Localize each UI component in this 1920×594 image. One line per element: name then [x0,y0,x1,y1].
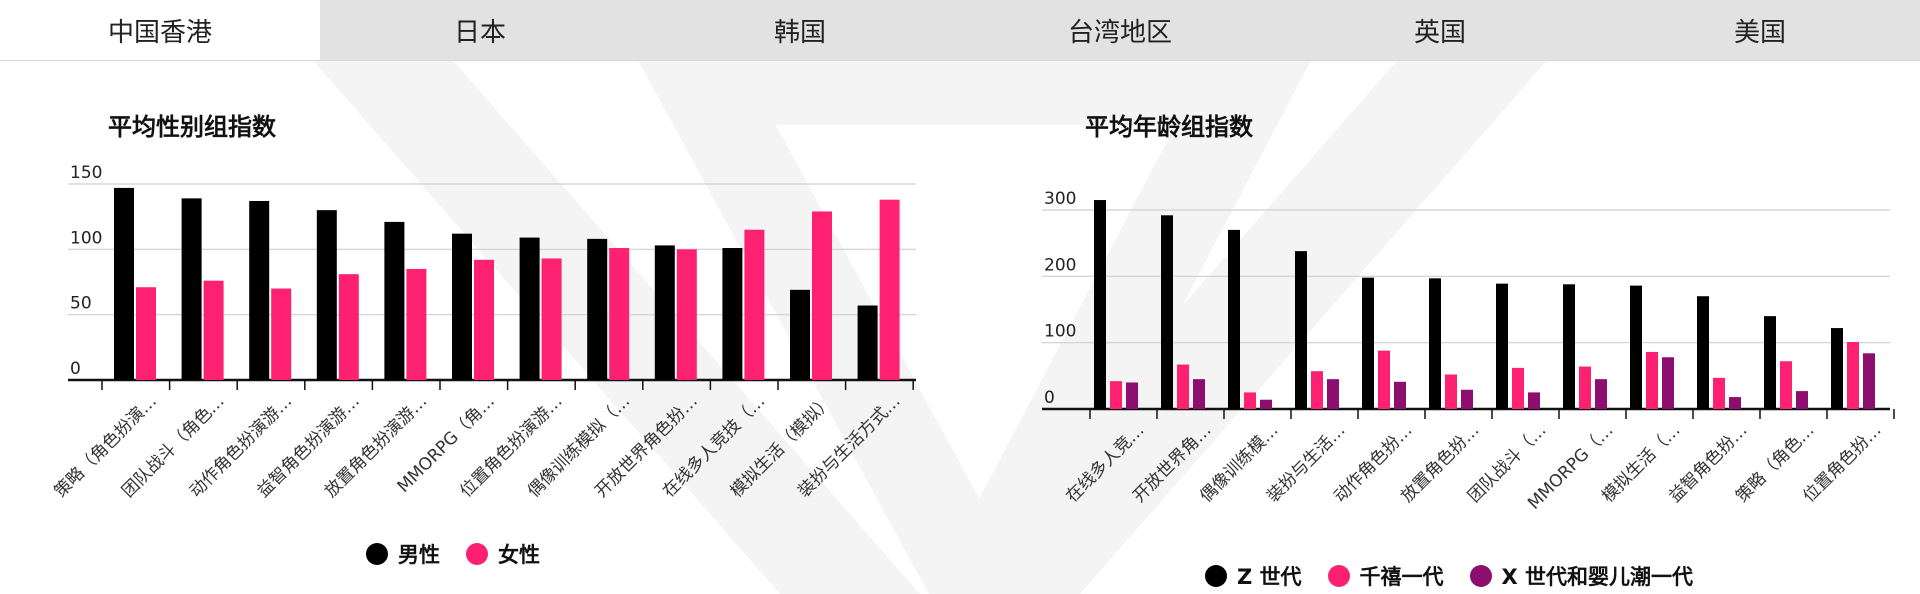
bar [790,289,810,380]
bar [609,248,630,380]
bar [1764,316,1776,409]
gender-chart-title: 平均性别组指数 [108,113,276,141]
legend-label-millennials: 千禧一代 [1359,565,1444,589]
bar [744,229,765,380]
gender-index-chart: 050100150策略（角色扮演…团队战斗（角色…动作角色扮演游…益智角色扮演游… [51,163,916,502]
bar [1512,367,1524,409]
bar [114,187,134,380]
bar [406,268,427,380]
bar [1260,399,1272,409]
bar [1429,278,1441,409]
bar [857,305,878,380]
bar [384,221,405,380]
y-tick-label: 0 [70,359,81,379]
bar [1394,381,1406,409]
legend-dot-gen-z [1205,565,1227,587]
gender-legend: 男性 女性 [366,539,566,569]
bar [1126,382,1138,409]
bar [136,287,156,380]
bar [1646,351,1658,409]
bar [271,288,292,380]
tab-hong-kong[interactable]: 中国香港 [0,0,320,60]
bar [1094,200,1106,409]
legend-label-female: 女性 [498,543,540,567]
legend-label-male: 男性 [398,543,440,567]
bar [1461,389,1473,409]
region-tabs: 中国香港 日本 韩国 台湾地区 英国 美国 [0,0,1920,61]
bar [1579,366,1591,409]
bar [1863,353,1875,409]
bar [1362,277,1374,409]
legend-dot-millennials [1327,565,1350,587]
legend-item-millennials[interactable]: 千禧一代 [1327,561,1444,591]
bar [249,200,270,380]
tab-uk[interactable]: 英国 [1413,17,1466,48]
bar [1847,342,1859,409]
bar [1796,391,1808,409]
bar [1445,374,1457,409]
bar [1244,392,1256,409]
bar [1697,296,1709,409]
y-tick-label: 100 [1044,322,1076,342]
legend-label-gen-z: Z 世代 [1237,565,1302,589]
bar [338,274,359,380]
bar [181,198,202,380]
y-tick-label: 50 [70,294,92,314]
legend-label-gen-x-boomers: X 世代和婴儿潮一代 [1501,565,1694,589]
bar [316,210,337,380]
bar [812,211,832,380]
bar [587,238,608,380]
bar [541,258,562,380]
legend-item-female[interactable]: 女性 [466,539,540,569]
bar [1378,350,1390,409]
bar [722,248,743,380]
bar [654,245,675,380]
bar [1311,371,1323,409]
legend-dot-gen-x-boomers [1469,565,1492,587]
legend-item-gen-x-boomers[interactable]: X 世代和婴儿潮一代 [1469,561,1694,591]
y-tick-label: 0 [1044,388,1055,408]
bar [1630,285,1642,409]
y-tick-label: 100 [70,228,102,248]
bar [1528,392,1540,409]
tab-us[interactable]: 美国 [1733,17,1786,48]
bar [676,249,697,380]
bar [1662,357,1674,409]
legend-item-male[interactable]: 男性 [366,539,440,569]
legend-dot-female [466,543,488,565]
bar [1496,283,1508,409]
bar [203,280,224,380]
bar [1831,328,1843,409]
bar [879,199,900,380]
bar [452,233,472,380]
bar [1295,251,1307,409]
bar [474,259,494,380]
age-legend: Z 世代 千禧一代 X 世代和婴儿潮一代 [1205,561,1719,591]
age-chart-title: 平均年龄组指数 [1085,113,1253,141]
bar [519,237,540,380]
bar [1228,229,1240,409]
bar [1161,215,1173,409]
bar [1110,381,1122,409]
bar [1563,284,1575,409]
y-tick-label: 200 [1044,255,1076,275]
tab-japan[interactable]: 日本 [453,17,506,48]
y-tick-label: 300 [1044,189,1076,209]
bar [1595,379,1607,409]
bar [1193,379,1205,409]
tab-korea[interactable]: 韩国 [773,17,826,48]
legend-item-gen-z[interactable]: Z 世代 [1205,561,1302,591]
y-tick-label: 150 [70,163,102,183]
legend-dot-male [366,543,388,565]
bar [1729,397,1741,409]
bar [1713,377,1725,409]
bar [1177,364,1189,409]
tab-taiwan[interactable]: 台湾地区 [1067,17,1172,48]
bar [1327,379,1339,409]
bar [1780,361,1792,409]
